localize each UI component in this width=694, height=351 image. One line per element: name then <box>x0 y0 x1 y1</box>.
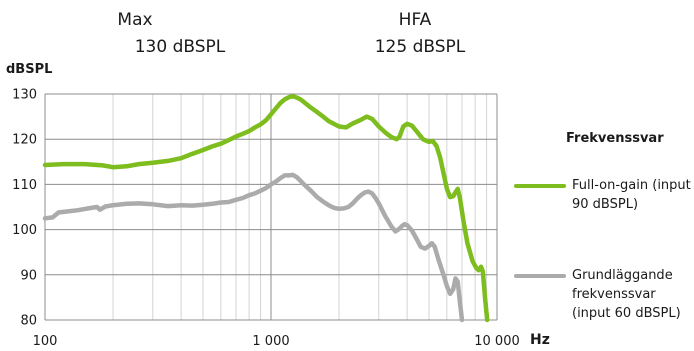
x-tick-label: 100 <box>33 334 58 349</box>
y-tick-label: 120 <box>12 133 37 148</box>
x-tick-label: 10 000 <box>474 334 520 349</box>
legend-title: Frekvenssvar <box>566 131 664 146</box>
max-label: Max <box>117 10 153 30</box>
y-tick-label: 80 <box>20 314 37 329</box>
y-axis-label: dBSPL <box>6 62 53 77</box>
series-line-1 <box>42 94 490 323</box>
max-value: 130 dBSPL <box>134 37 226 57</box>
legend-swatch <box>514 274 566 278</box>
legend-label: Grundläggande frekvenssvar (input 60 dBS… <box>572 268 681 321</box>
series-line-2 <box>42 172 465 323</box>
y-tick-label: 100 <box>12 223 37 238</box>
y-tick-label: 90 <box>20 268 37 283</box>
legend-label: Full-on-gain (input 90 dBSPL) <box>572 178 691 212</box>
series-layer <box>42 94 490 323</box>
legend-swatch <box>514 184 566 188</box>
y-tick-label: 130 <box>12 88 37 103</box>
tick-labels: 80 90 100 110 120 130 100 1 000 10 000 <box>12 88 520 350</box>
hfa-value: 125 dBSPL <box>374 37 466 57</box>
y-tick-label: 110 <box>12 178 37 193</box>
x-tick-label: 1 000 <box>252 334 289 349</box>
x-axis-label: Hz <box>530 332 550 348</box>
hfa-label: HFA <box>398 10 432 30</box>
